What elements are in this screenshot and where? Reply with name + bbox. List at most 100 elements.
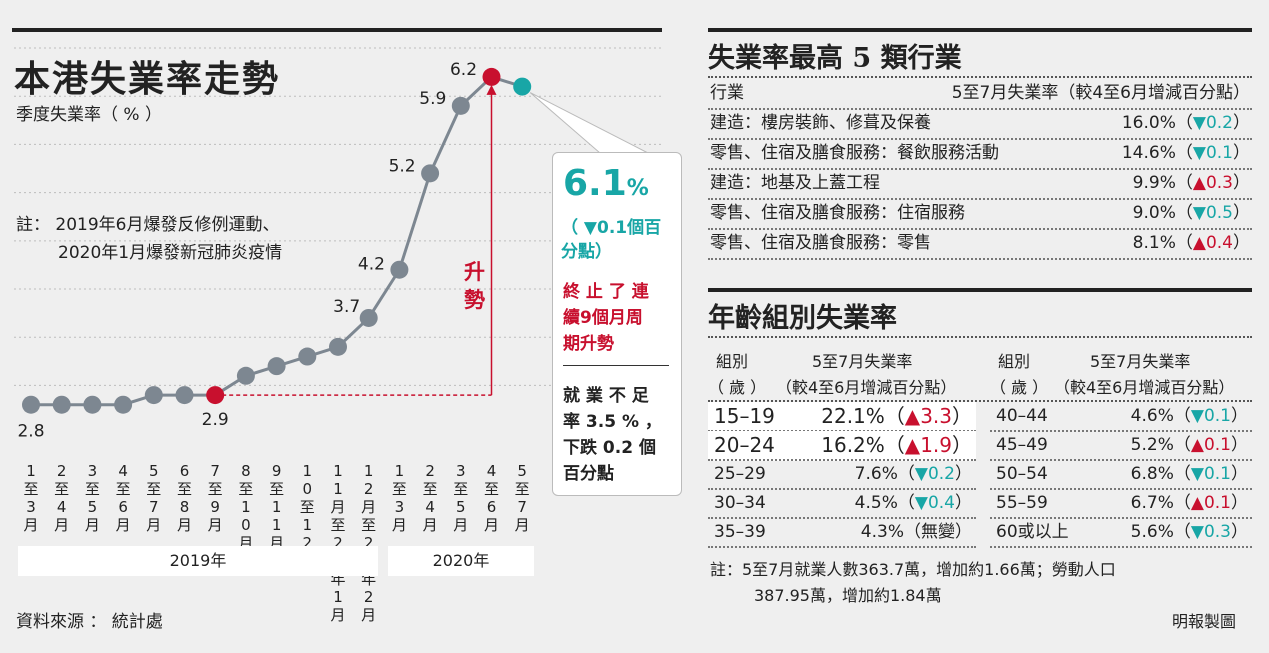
paren-close: ） (1231, 435, 1248, 455)
age-change: 0.1 (1203, 493, 1231, 513)
age-note-line2: 387.95萬，增加約1.84萬 (754, 586, 942, 605)
age-rate: 7.6% (854, 464, 898, 484)
age-rate: 22.1% (821, 404, 885, 428)
age-change: 3.3 (920, 404, 952, 428)
industry-change: 0.5 (1205, 203, 1233, 223)
age-col-rate-1-right: 5至7月失業率 (1090, 352, 1191, 371)
callout-value: 6.1% (563, 163, 649, 204)
industry-title-rule (708, 76, 1252, 78)
data-point-11 (359, 308, 378, 327)
age-value: 6.8%（▼0.1） (1131, 460, 1248, 488)
age-row-left: 30–34 4.5%（▼0.4） (708, 489, 976, 519)
paren-open: （ (1175, 113, 1193, 133)
paren-close: ） (955, 464, 972, 484)
data-label-14: 5.9 (419, 89, 446, 109)
age-note-line1: 註：5至7月就業人數363.7萬，增加約1.66萬；勞動人口 (710, 560, 1116, 579)
data-point-7 (236, 366, 255, 385)
data-label-12: 4.2 (358, 255, 385, 275)
age-rate: 4.5% (854, 493, 898, 513)
industry-value: 8.1%（▲0.4） (1133, 228, 1250, 258)
age-group: 15–19 (714, 404, 775, 428)
industry-name: 建造：樓房裝飾、修葺及保養 (710, 113, 931, 133)
paren-open: （ (1175, 143, 1193, 163)
age-value: 6.7%（▲0.1） (1131, 489, 1248, 517)
data-point-15 (482, 67, 501, 86)
industry-rate: 16.0% (1121, 113, 1176, 133)
data-label-0: 2.8 (17, 422, 44, 442)
age-change: 0.4 (927, 493, 955, 513)
rise-arrow-head (486, 84, 497, 95)
age-rate: 4.3% (860, 522, 904, 542)
data-point-2 (83, 395, 102, 414)
paren-close: ） (955, 522, 972, 542)
age-change: 0.1 (1203, 464, 1231, 484)
data-point-9 (298, 347, 317, 366)
data-point-5 (175, 386, 194, 405)
callout-unit: % (626, 176, 649, 201)
age-change: 1.9 (920, 433, 952, 457)
age-rate: 6.7% (1130, 493, 1174, 513)
change-arrow-icon: ▼ (1190, 522, 1204, 542)
year-band-2020: 2020年 (388, 546, 534, 576)
change-arrow-icon: ▲ (904, 433, 921, 457)
industry-change: 0.2 (1205, 113, 1233, 133)
industry-name: 零售、住宿及膳食服務：住宿服務 (710, 203, 965, 223)
left-top-rule (12, 28, 662, 32)
industry-rate: 9.0% (1132, 203, 1176, 223)
data-point-16 (513, 77, 532, 96)
age-value: 4.3%（無變） (861, 518, 972, 546)
age-value: 5.6%（▼0.3） (1131, 518, 1248, 546)
age-group: 25–29 (714, 464, 766, 484)
age-row-left: 25–29 7.6%（▼0.2） (708, 460, 976, 490)
industry-row: 零售、住宿及膳食服務：零售 8.1%（▲0.4） (708, 228, 1252, 260)
data-point-3 (114, 395, 133, 414)
age-group: 55–59 (996, 493, 1048, 513)
x-tick-label-11: 12月至20年2月 (361, 462, 377, 624)
change-arrow-icon: ▼ (1192, 143, 1206, 163)
age-row-left: 20–24 16.2%（▲1.9） (708, 431, 976, 461)
age-group: 60或以上 (996, 522, 1069, 542)
age-group: 40–44 (996, 406, 1048, 426)
industry-change: 0.1 (1205, 143, 1233, 163)
callout-change-line2: 分點） (561, 242, 612, 262)
age-col-group-2-left: （ 歲 ） (708, 378, 767, 397)
age-value: 5.2%（▲0.1） (1131, 431, 1248, 459)
paren-close: ） (1231, 522, 1248, 542)
age-group: 35–39 (714, 522, 766, 542)
industry-top-rule (708, 28, 1252, 32)
age-change: 0.1 (1203, 435, 1231, 455)
line-chart: 2.8 2.9 3.7 4.2 5.2 5.96.2 (14, 47, 662, 442)
change-arrow-icon: ▼ (914, 493, 928, 513)
age-rate: 5.6% (1130, 522, 1174, 542)
age-row-right: 40–44 4.6%（▼0.1） (990, 402, 1252, 432)
callout-black-line3: 下跌 0.2 個 (563, 438, 656, 458)
callout-pointer (529, 92, 649, 154)
data-point-13 (421, 164, 440, 183)
data-label-13: 5.2 (389, 156, 416, 176)
change-arrow-icon: ▼ (914, 464, 928, 484)
data-point-12 (390, 260, 409, 279)
age-value: 22.1%（▲3.3） (821, 402, 972, 430)
change-arrow-icon: ▼ (1192, 113, 1206, 133)
paren-open: （ (1173, 464, 1191, 484)
change-arrow-icon: ▲ (1192, 173, 1206, 193)
age-col-rate-2-right: （較4至6月增減百分點） (1054, 378, 1235, 397)
age-rate: 5.2% (1130, 435, 1174, 455)
change-arrow-icon: ▲ (904, 404, 921, 428)
change-arrow-icon: ▼ (1190, 464, 1204, 484)
paren-open: （ (897, 493, 915, 513)
paren-open: （ (1173, 522, 1191, 542)
industry-row: 建造：地基及上蓋工程 9.9%（▲0.3） (708, 168, 1252, 200)
age-col-group-1-left: 組別 (716, 352, 749, 371)
paren-open: （ (1173, 406, 1191, 426)
age-top-rule (708, 288, 1252, 292)
industry-change: 0.4 (1205, 233, 1233, 253)
age-group: 45–49 (996, 435, 1048, 455)
age-title-rule (708, 336, 1252, 338)
paren-close: ） (952, 433, 972, 457)
paren-close: ） (1231, 406, 1248, 426)
